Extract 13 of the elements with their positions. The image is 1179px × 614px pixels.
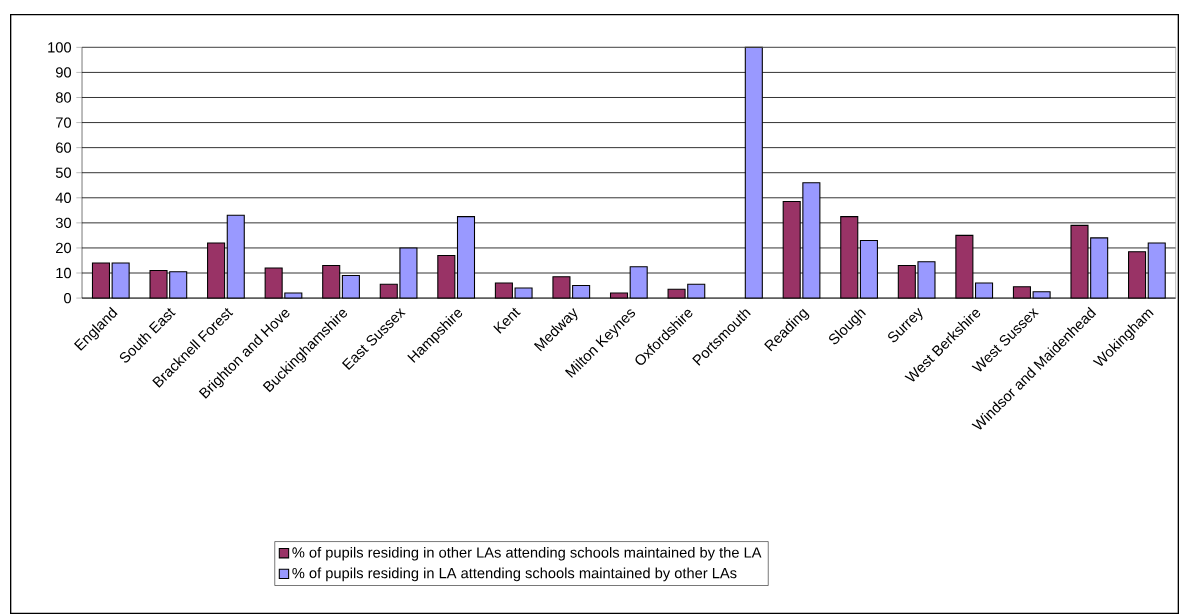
y-tick-label: 90: [55, 67, 72, 78]
y-tick-label: 60: [56, 142, 72, 153]
y-tick-label: 20: [56, 242, 72, 254]
y-tick-label: 80: [55, 92, 72, 103]
legend-label: % of pupils residing in other LAs attending schools maintained by the LA: [292, 546, 762, 561]
legend-label: % of pupils residing in LA attending schools maintained by other LAs: [292, 567, 737, 582]
y-tick-label: 70: [56, 117, 72, 128]
y-tick-label: 100: [48, 42, 72, 53]
y-tick-label: 10: [56, 267, 72, 279]
y-tick-label: 40: [55, 192, 72, 203]
y-tick-label: 50: [55, 167, 72, 178]
y-tick-label: 0: [64, 292, 72, 304]
y-tick-label: 30: [55, 217, 72, 228]
